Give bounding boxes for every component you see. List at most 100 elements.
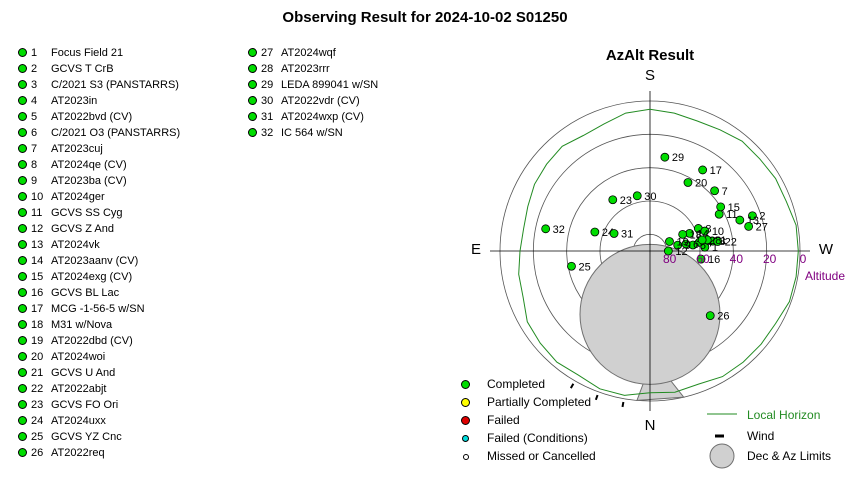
cardinal-east: E [471,241,481,258]
target-number: 18 [31,319,44,331]
target-point [696,254,706,264]
completed-dot-icon [248,128,257,137]
local-horizon-line [518,108,799,396]
target-point [700,226,710,236]
target-point [609,229,619,238]
target-number: 6 [31,127,38,139]
completed-dot-icon [18,416,27,425]
target-name: GCVS Z And [51,223,114,235]
chart-title: AzAlt Result [606,47,694,64]
completed-dot-icon [18,208,27,217]
target-point-label: 29 [672,152,684,164]
target-point [541,224,551,234]
target-name: GCVS U And [51,367,116,379]
target-number: 30 [261,95,274,107]
altitude-tick-label: 60 [696,252,710,266]
target-name: AT2022req [51,447,105,459]
target-point [683,178,693,187]
target-name: GCVS FO Ori [51,399,119,411]
target-point [714,209,724,219]
target-number: 21 [31,367,44,379]
wind-marks [569,383,625,408]
completed-dot-icon [248,112,257,121]
target-name: C/2021 S3 (PANSTARRS) [51,79,179,91]
target-number: 1 [31,47,38,59]
completed-dot-icon [18,336,27,345]
target-point [665,237,674,246]
target-point [663,246,673,256]
target-point-label: 1 [712,242,718,254]
local-horizon [518,108,799,396]
target-number: 10 [31,191,44,203]
completed-dot-icon [18,176,27,185]
target-point-label: 20 [695,177,707,189]
target-point-label: 22 [725,236,737,248]
target-name: AT2024wqf [281,47,336,59]
target-number: 19 [31,335,44,347]
completed-dot-icon [18,96,27,105]
target-name: GCVS YZ Cnc [51,431,122,443]
target-number: 29 [261,79,274,91]
target-number: 22 [31,383,44,395]
target-number: 27 [261,47,274,59]
target-number: 4 [31,95,38,107]
target-name: AT2022bvd (CV) [51,111,133,123]
target-name: AT2023aanv (CV) [51,255,139,267]
completed-dot-icon [18,384,27,393]
target-number: 24 [31,415,44,427]
target-name: AT2023rrr [281,63,330,75]
target-number: 23 [31,399,44,411]
target-name: GCVS SS Cyg [51,207,123,219]
altitude-axis-label: Altitude [805,269,845,283]
target-point [748,211,757,221]
target-name: Focus Field 21 [51,47,124,59]
completed-dot-icon [18,80,27,89]
target-points: 1234567891011121314151617181920212223242… [541,152,768,323]
target-point-label: 16 [708,254,720,266]
target-number: 2 [31,63,38,75]
target-point-label: 30 [644,191,656,203]
target-number: 31 [261,111,274,123]
target-point-label: 32 [553,224,565,236]
target-point-label: 5 [700,240,706,252]
completed-dot-icon [18,256,27,265]
wind-mark [569,383,575,389]
target-point-label: 11 [726,209,737,221]
target-number: 7 [31,143,38,155]
target-point [632,191,642,201]
completed-dot-icon [18,288,27,297]
target-point-label: 2 [759,211,765,223]
target-name: LEDA 899041 w/SN [281,79,379,91]
target-point-label: 26 [717,311,729,323]
completed-dot-icon [18,368,27,377]
target-point-label: 12 [675,246,687,258]
target-point [744,222,754,231]
target-point [660,152,670,162]
completed-dot-icon [18,160,27,169]
target-number: 25 [31,431,44,443]
target-point [705,311,715,321]
target-number: 32 [261,127,274,139]
target-number: 11 [31,207,43,219]
target-point [590,227,600,237]
altitude-tick-label: 40 [730,252,744,266]
target-point-label: 19 [676,237,688,249]
wind-mark [594,394,599,401]
target-point [710,186,720,196]
target-point-label: 27 [756,221,768,233]
target-name: AT2024wxp (CV) [281,111,364,123]
target-point [678,229,688,239]
target-number: 26 [31,447,44,459]
page-title: Observing Result for 2024-10-02 S01250 [282,9,568,26]
target-point [567,261,576,271]
target-point [698,165,708,175]
target-name: AT2024uxx [51,415,106,427]
target-point-label: 6 [693,239,699,251]
target-number: 16 [31,287,44,299]
target-point [681,239,691,249]
partial-marker-icon [461,398,470,407]
altitude-tick-label: 20 [763,252,777,266]
target-name: AT2023in [51,95,98,107]
target-name: M31 w/Nova [51,319,113,331]
